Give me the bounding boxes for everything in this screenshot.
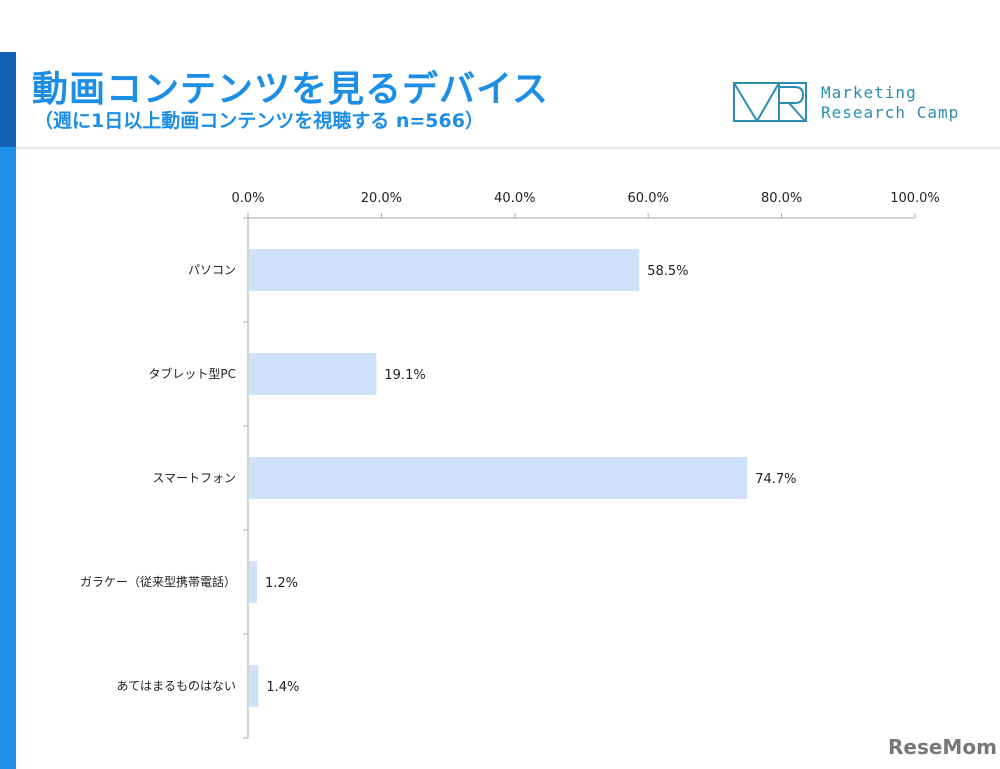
category-label: あてはまるものはない	[116, 679, 236, 693]
page-subtitle: （週に1日以上動画コンテンツを視聴する n=566）	[34, 110, 484, 132]
x-tick-label: 0.0%	[231, 191, 264, 206]
mrc-logo-icon	[733, 82, 807, 122]
x-tick-label: 80.0%	[761, 191, 802, 206]
data-label: 58.5%	[647, 264, 688, 279]
resemom-watermark: ReseMom	[888, 735, 997, 759]
logo-line-1: Marketing	[821, 83, 917, 102]
data-label: 74.7%	[755, 472, 796, 487]
bar	[249, 457, 748, 499]
bar	[249, 561, 258, 603]
x-tick-label: 60.0%	[628, 191, 669, 206]
category-label: ガラケー（従来型携帯電話）	[80, 574, 236, 589]
x-tick-label: 20.0%	[361, 191, 402, 206]
side-accent-bar-header	[0, 52, 16, 147]
category-label: スマートフォン	[152, 471, 236, 485]
data-label: 1.2%	[265, 576, 298, 591]
side-accent-bar	[0, 52, 16, 769]
category-label: タブレット型PC	[148, 366, 236, 381]
page-title: 動画コンテンツを見るデバイス	[32, 69, 549, 110]
x-tick-label: 100.0%	[890, 191, 940, 206]
logo-line-2: Research Camp	[821, 103, 960, 122]
bar	[249, 665, 259, 707]
x-tick-label: 40.0%	[494, 191, 535, 206]
bar	[249, 249, 640, 291]
header-divider	[16, 147, 1000, 149]
data-label: 19.1%	[384, 368, 425, 383]
logo-text: Marketing Research Camp	[821, 83, 959, 123]
marketing-research-camp-logo: Marketing Research Camp	[733, 82, 993, 126]
data-label: 1.4%	[266, 680, 299, 695]
category-label: パソコン	[188, 263, 236, 277]
bar	[249, 353, 377, 395]
